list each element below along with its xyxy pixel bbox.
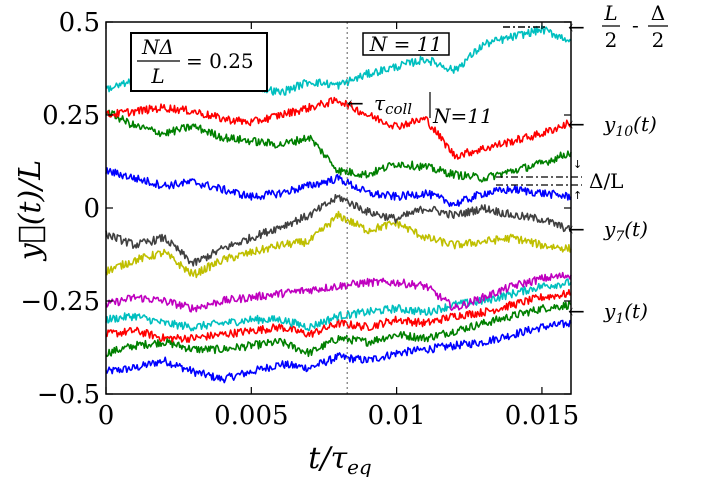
x-tick-label-3: 0.015 — [505, 401, 579, 431]
y1-label: y1(t) — [603, 299, 648, 327]
y10-arrow: ← — [568, 112, 585, 136]
top-dash: - — [632, 13, 639, 37]
series-line-5 — [105, 271, 572, 313]
series-line-2 — [105, 301, 572, 358]
top-frac1-num: L — [603, 1, 617, 25]
x-axis-title: t/τeq — [308, 441, 371, 477]
delta-up-arrow: ↑ — [573, 189, 582, 202]
n-label: N = 11 — [369, 32, 442, 56]
series-line-1 — [105, 319, 572, 384]
axis-layer: 0 0.005 0.01 0.015 −0.5 −0.25 0 0.25 0.5 — [20, 8, 579, 431]
ratio-value: = 0.25 — [186, 49, 254, 73]
y7-label: y7(t) — [603, 217, 648, 245]
tau-coll-arrow: ← — [347, 91, 364, 115]
top-bound-arrow: ← — [568, 15, 585, 39]
n-box — [362, 32, 450, 56]
tau-coll-condition: N=11 — [432, 104, 493, 128]
delta-label: Δ/L — [589, 169, 623, 193]
series-line-4 — [105, 278, 572, 332]
ratio-denominator: L — [150, 64, 164, 88]
series-line-7 — [105, 194, 572, 267]
y10-label: y10(t) — [603, 112, 657, 140]
series-line-6 — [105, 210, 572, 279]
y-axis-title: y⃗(t)/L — [13, 160, 48, 262]
y-tick-label-1: −0.25 — [20, 287, 100, 317]
ratio-box — [130, 32, 268, 92]
series-line-10 — [105, 96, 572, 160]
tau-coll-label: τcoll — [374, 91, 412, 118]
x-tick-label-0: 0 — [98, 401, 115, 431]
series-line-3 — [105, 289, 572, 343]
y7-arrow: ← — [568, 217, 585, 241]
y-tick-label-4: 0.5 — [59, 8, 100, 38]
x-tick-label-2: 0.01 — [368, 401, 426, 431]
x-tick-label-1: 0.005 — [214, 401, 288, 431]
y-tick-label-0: −0.5 — [37, 380, 100, 410]
delta-down-arrow: ↓ — [573, 158, 582, 171]
series-line-9 — [105, 109, 572, 183]
ratio-numerator: NΔ — [141, 35, 174, 59]
series-line-8 — [105, 167, 572, 208]
top-frac1-den: 2 — [605, 28, 618, 52]
y-tick-label-3: 0.25 — [42, 101, 100, 131]
y-tick-label-2: 0 — [83, 194, 100, 224]
top-frac2-num: Δ — [651, 1, 665, 25]
top-frac2-den: 2 — [652, 28, 665, 52]
y1-arrow: ← — [568, 299, 585, 323]
